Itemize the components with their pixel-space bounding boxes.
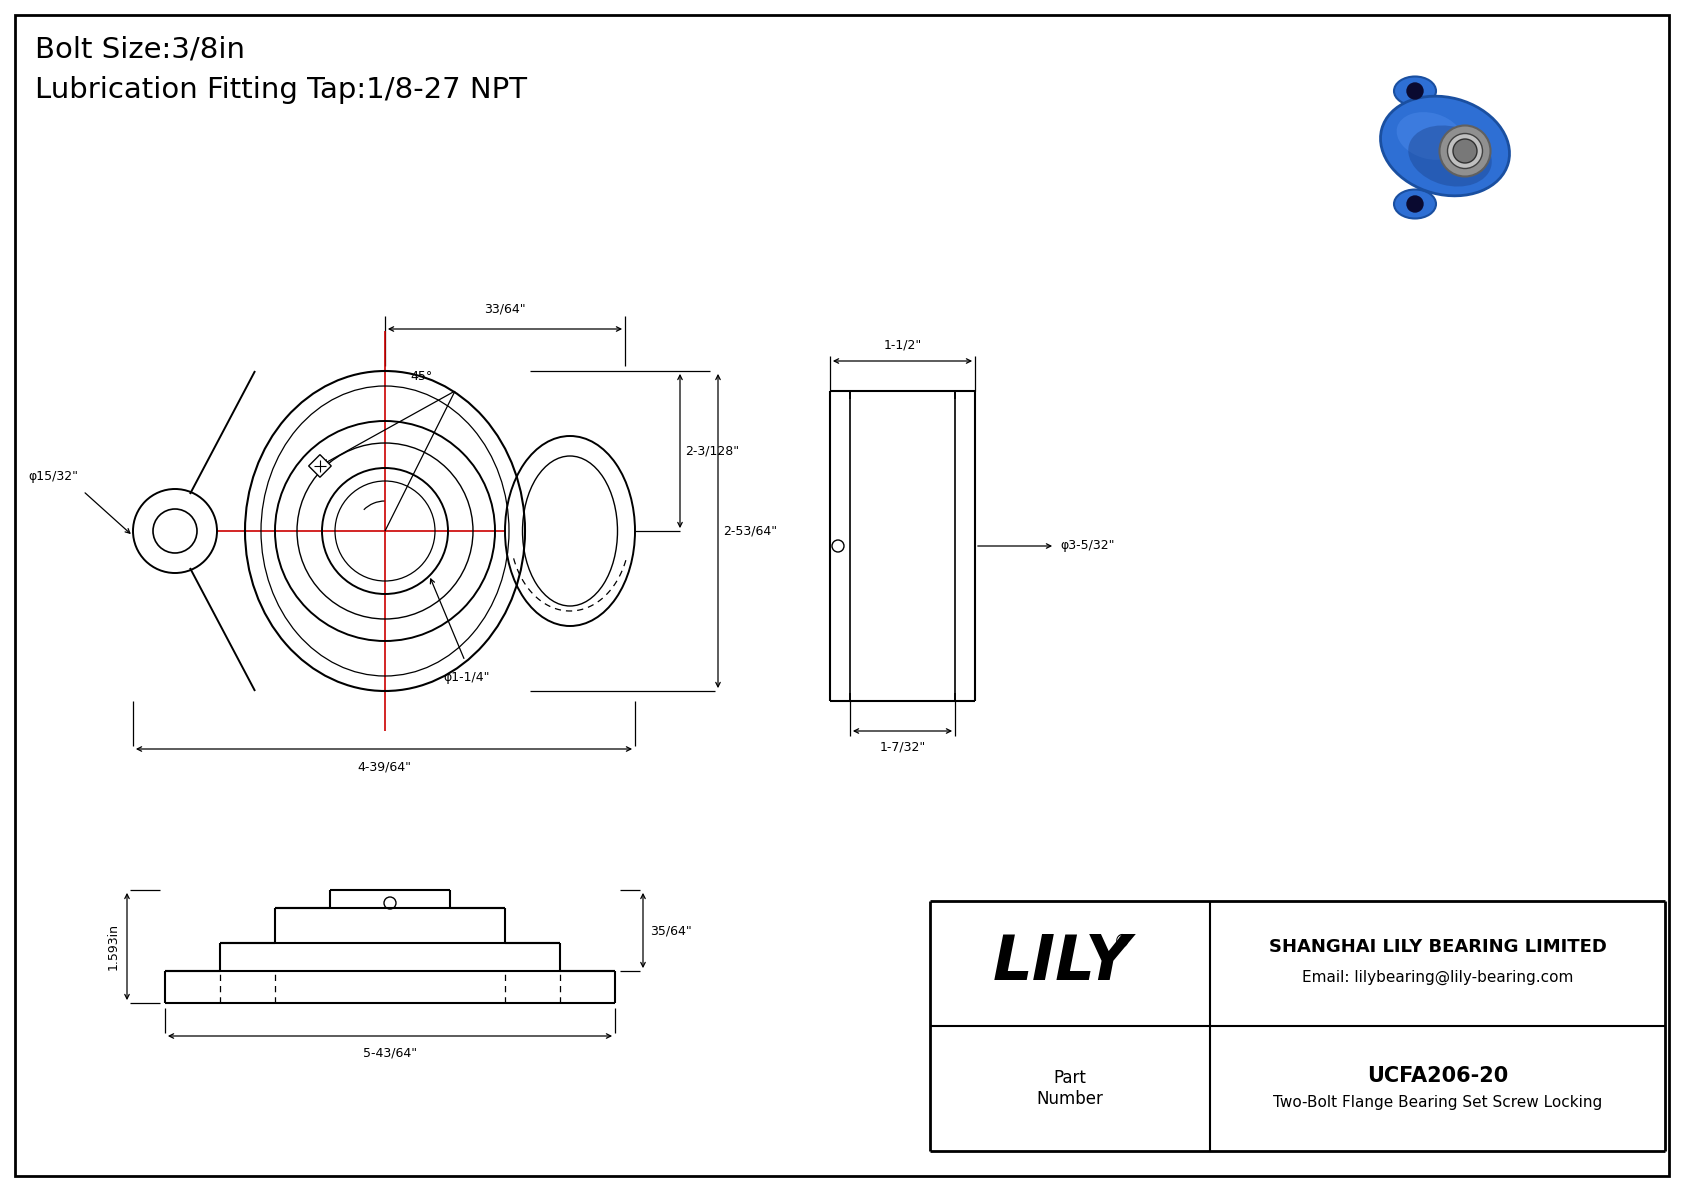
Ellipse shape: [1396, 112, 1463, 160]
Text: Email: lilybearing@lily-bearing.com: Email: lilybearing@lily-bearing.com: [1302, 969, 1573, 985]
Text: 5-43/64": 5-43/64": [364, 1046, 418, 1059]
Text: Two-Bolt Flange Bearing Set Screw Locking: Two-Bolt Flange Bearing Set Screw Lockin…: [1273, 1095, 1601, 1110]
Text: φ1-1/4": φ1-1/4": [445, 671, 490, 684]
Text: 45°: 45°: [409, 370, 433, 384]
Text: 1-7/32": 1-7/32": [879, 741, 926, 754]
Text: 35/64": 35/64": [650, 924, 692, 937]
Text: SHANGHAI LILY BEARING LIMITED: SHANGHAI LILY BEARING LIMITED: [1268, 939, 1607, 956]
Text: Lubrication Fitting Tap:1/8-27 NPT: Lubrication Fitting Tap:1/8-27 NPT: [35, 76, 527, 104]
Text: 33/64": 33/64": [485, 303, 525, 316]
Circle shape: [1408, 83, 1423, 99]
Ellipse shape: [1394, 76, 1436, 106]
Text: φ15/32": φ15/32": [29, 470, 77, 484]
Ellipse shape: [1448, 133, 1482, 168]
Text: Bolt Size:3/8in: Bolt Size:3/8in: [35, 36, 244, 64]
Ellipse shape: [505, 436, 635, 626]
Text: 2-3/128": 2-3/128": [685, 444, 739, 457]
Text: ®: ®: [1113, 933, 1130, 950]
Ellipse shape: [1408, 125, 1492, 187]
Ellipse shape: [1381, 96, 1509, 195]
Ellipse shape: [1440, 125, 1490, 176]
Bar: [308, 455, 332, 478]
Circle shape: [133, 490, 217, 573]
Text: φ3-5/32": φ3-5/32": [1059, 540, 1115, 553]
Text: 1.593in: 1.593in: [108, 923, 120, 969]
Text: 2-53/64": 2-53/64": [722, 524, 776, 537]
Text: 4-39/64": 4-39/64": [357, 761, 411, 774]
Text: UCFA206-20: UCFA206-20: [1367, 1066, 1509, 1085]
Text: 1-1/2": 1-1/2": [884, 338, 921, 351]
Circle shape: [153, 509, 197, 553]
Ellipse shape: [1394, 189, 1436, 218]
Text: Part
Number: Part Number: [1037, 1070, 1103, 1108]
Circle shape: [1408, 197, 1423, 212]
Circle shape: [1453, 139, 1477, 163]
Text: LILY: LILY: [994, 934, 1132, 993]
